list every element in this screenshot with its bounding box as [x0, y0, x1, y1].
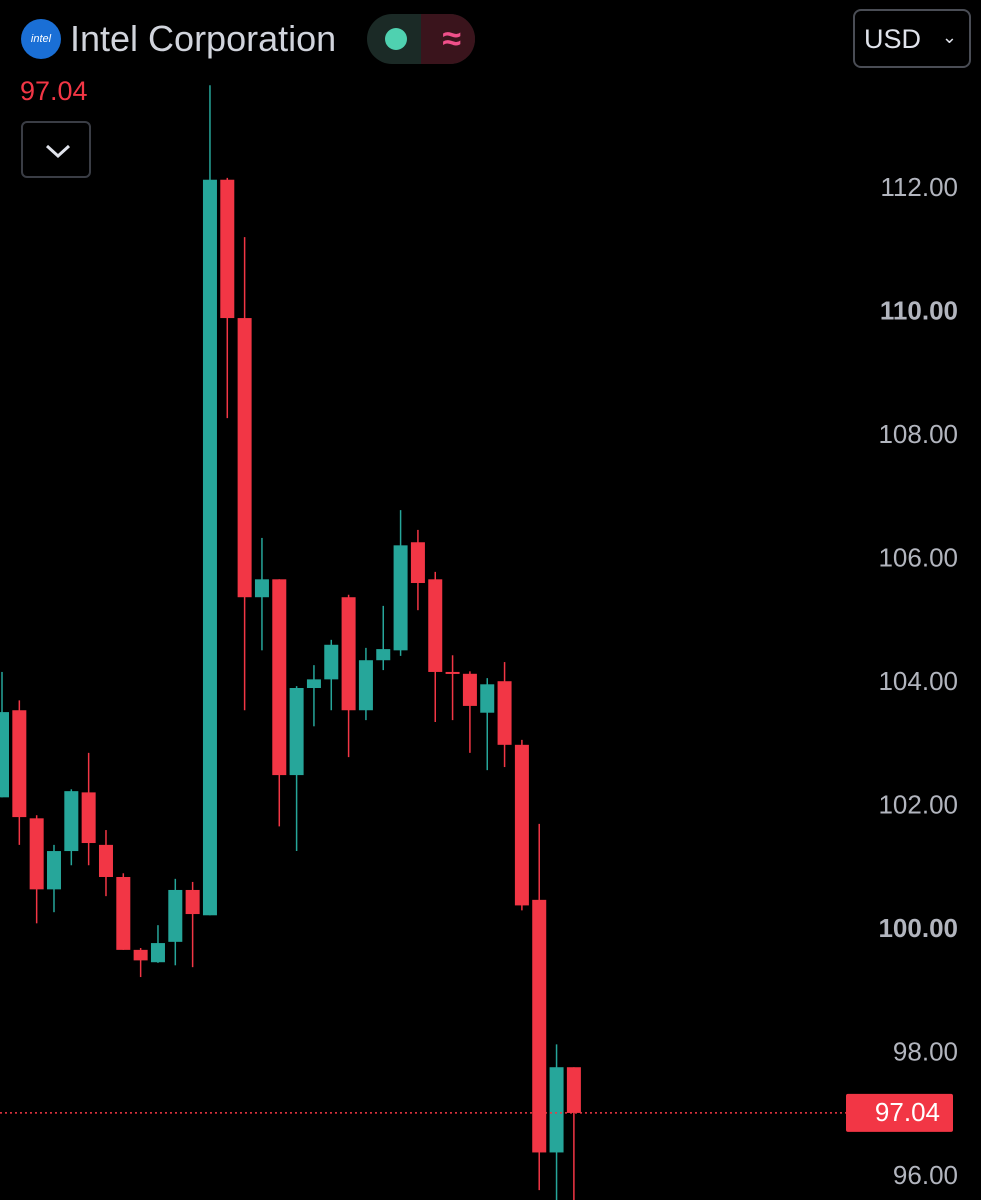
y-tick-label: 106.00	[878, 542, 958, 572]
candle-body	[150, 943, 165, 963]
candle-body	[428, 579, 443, 672]
candle-body	[445, 671, 460, 674]
candle-body	[532, 899, 547, 1153]
currency: USD	[864, 24, 922, 54]
candle-body	[410, 542, 425, 584]
candle-body	[272, 579, 287, 776]
y-tick-label: 108.00	[878, 419, 958, 449]
candle-body	[46, 851, 61, 890]
candle-body	[358, 660, 373, 711]
y-tick-label: 112.00	[880, 172, 958, 202]
candle-body	[376, 649, 391, 661]
logo: intel	[21, 19, 61, 59]
y-tick-label: 104.00	[878, 666, 958, 696]
y-tick-label: 102.00	[878, 789, 958, 819]
candle-body	[81, 792, 96, 844]
y-tick-label: 110.00	[880, 295, 958, 325]
candle-body	[462, 673, 477, 706]
candle-body	[514, 744, 529, 906]
candle-body	[29, 818, 44, 890]
candle-body	[133, 949, 148, 961]
candle-body	[12, 710, 27, 818]
candle-body	[64, 791, 79, 852]
candle-body	[306, 679, 321, 689]
chart-title: Intel Corporation	[70, 18, 337, 59]
last-price: 97.04	[20, 76, 88, 106]
mode-toggle[interactable]: ≈	[367, 14, 475, 64]
candle-body	[0, 712, 9, 798]
candle-body	[324, 644, 339, 680]
candle-body	[497, 681, 512, 745]
candle-body	[566, 1067, 581, 1113]
candle-body	[480, 684, 495, 713]
expand-button[interactable]	[21, 121, 91, 178]
currency-select[interactable]: USD ⌄	[853, 9, 971, 68]
y-tick-label: 98.00	[893, 1037, 958, 1067]
candle-body	[116, 876, 131, 950]
y-tick-label: 100.00	[878, 913, 958, 943]
candle-body	[98, 844, 113, 877]
candle-body	[289, 688, 304, 776]
candle-body	[341, 597, 356, 711]
candle-body	[393, 545, 408, 651]
y-tick-label: 96.00	[893, 1160, 958, 1190]
last-price-label: 97.04	[875, 1097, 940, 1127]
candle-body	[220, 179, 235, 319]
candle-body	[549, 1067, 564, 1153]
candle-body	[254, 579, 269, 598]
candle-body	[202, 179, 217, 916]
last-price-tag	[846, 1093, 953, 1132]
candle-body	[185, 889, 200, 915]
chevron	[45, 144, 71, 159]
candle-body	[237, 318, 252, 598]
candle-body	[168, 889, 183, 942]
